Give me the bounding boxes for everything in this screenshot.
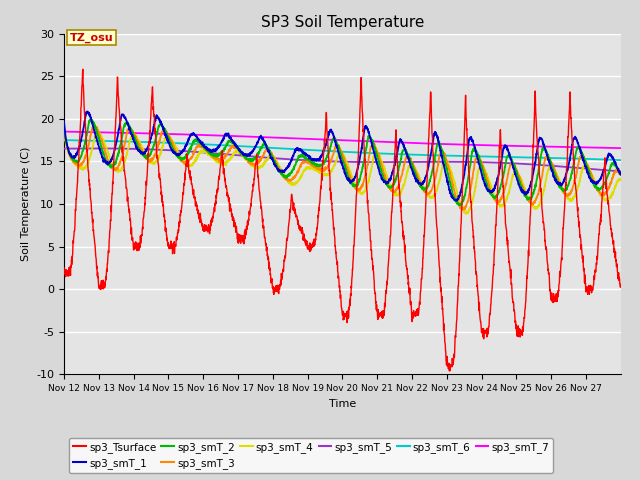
sp3_smT_5 (376, 159, 384, 165)
sp3_smT_1 (236, 148, 244, 154)
Line: sp3_smT_3: sp3_smT_3 (64, 125, 621, 210)
sp3_smT_5 (609, 168, 617, 174)
sp3_smT_1 (84, 108, 92, 114)
sp3_smT_4 (60, 131, 68, 136)
sp3_smT_2 (88, 117, 95, 122)
sp3_smT_2 (457, 203, 465, 208)
sp3_Tsurface (116, 117, 124, 123)
sp3_smT_3 (376, 157, 384, 163)
sp3_smT_2 (511, 165, 518, 170)
sp3_smT_7 (60, 129, 68, 134)
sp3_smT_5 (542, 162, 550, 168)
sp3_smT_7 (609, 145, 617, 151)
sp3_smT_7 (116, 130, 124, 136)
sp3_smT_1 (511, 169, 518, 175)
Line: sp3_smT_5: sp3_smT_5 (64, 148, 621, 171)
sp3_Tsurface (376, 312, 384, 317)
sp3_smT_4 (609, 189, 617, 194)
sp3_smT_5 (510, 160, 518, 166)
sp3_smT_3 (511, 164, 518, 169)
sp3_smT_4 (542, 178, 550, 183)
sp3_smT_4 (236, 150, 244, 156)
sp3_smT_3 (542, 156, 550, 162)
sp3_smT_6 (541, 155, 549, 161)
Line: sp3_smT_7: sp3_smT_7 (64, 132, 621, 148)
sp3_smT_2 (617, 170, 625, 176)
sp3_Tsurface (617, 281, 625, 287)
Title: SP3 Soil Temperature: SP3 Soil Temperature (260, 15, 424, 30)
sp3_smT_3 (60, 127, 68, 132)
sp3_Tsurface (79, 66, 86, 72)
sp3_Tsurface (511, 309, 518, 314)
sp3_Tsurface (542, 244, 550, 250)
sp3_smT_3 (609, 172, 617, 178)
Line: sp3_smT_4: sp3_smT_4 (64, 132, 621, 214)
sp3_Tsurface (609, 241, 617, 247)
sp3_smT_1 (60, 119, 68, 124)
sp3_smT_2 (60, 123, 68, 129)
sp3_smT_3 (460, 207, 467, 213)
sp3_smT_5 (236, 153, 244, 158)
sp3_smT_6 (510, 154, 518, 160)
sp3_smT_6 (376, 151, 383, 156)
sp3_smT_3 (617, 172, 625, 178)
sp3_smT_7 (376, 139, 383, 144)
sp3_smT_6 (609, 157, 617, 163)
sp3_smT_6 (60, 137, 68, 143)
sp3_smT_4 (617, 177, 625, 182)
Text: TZ_osu: TZ_osu (70, 33, 113, 43)
X-axis label: Time: Time (329, 399, 356, 408)
sp3_smT_4 (376, 154, 384, 159)
Legend: sp3_Tsurface, sp3_smT_1, sp3_smT_2, sp3_smT_3, sp3_smT_4, sp3_smT_5, sp3_smT_6, : sp3_Tsurface, sp3_smT_1, sp3_smT_2, sp3_… (69, 438, 554, 473)
sp3_smT_2 (376, 164, 384, 170)
sp3_smT_7 (541, 144, 549, 149)
sp3_smT_6 (236, 143, 244, 149)
sp3_smT_5 (60, 146, 68, 152)
sp3_smT_6 (617, 157, 625, 163)
sp3_smT_7 (510, 143, 518, 149)
sp3_smT_1 (609, 156, 617, 162)
sp3_smT_4 (511, 171, 518, 177)
sp3_smT_5 (93, 145, 100, 151)
sp3_Tsurface (60, 265, 68, 271)
Line: sp3_smT_6: sp3_smT_6 (64, 140, 621, 160)
Y-axis label: Soil Temperature (C): Soil Temperature (C) (20, 147, 31, 261)
sp3_smT_4 (462, 211, 470, 217)
sp3_smT_1 (376, 171, 384, 177)
Line: sp3_smT_1: sp3_smT_1 (64, 111, 621, 201)
Line: sp3_smT_2: sp3_smT_2 (64, 120, 621, 205)
Line: sp3_Tsurface: sp3_Tsurface (64, 69, 621, 371)
sp3_smT_2 (116, 144, 124, 149)
sp3_smT_3 (90, 122, 98, 128)
sp3_smT_2 (236, 148, 244, 154)
sp3_smT_1 (617, 172, 625, 178)
sp3_smT_1 (542, 148, 550, 154)
sp3_smT_6 (116, 138, 124, 144)
sp3_smT_3 (116, 159, 124, 165)
sp3_smT_1 (453, 198, 461, 204)
sp3_smT_7 (236, 133, 244, 139)
sp3_smT_4 (116, 168, 124, 174)
sp3_smT_7 (617, 145, 625, 151)
sp3_Tsurface (445, 368, 453, 374)
sp3_smT_5 (617, 168, 625, 174)
sp3_smT_4 (94, 129, 102, 134)
sp3_smT_2 (609, 161, 617, 167)
sp3_smT_2 (542, 147, 550, 153)
sp3_smT_1 (116, 120, 124, 126)
sp3_smT_3 (236, 149, 244, 155)
sp3_Tsurface (236, 235, 244, 241)
sp3_smT_5 (116, 146, 124, 152)
